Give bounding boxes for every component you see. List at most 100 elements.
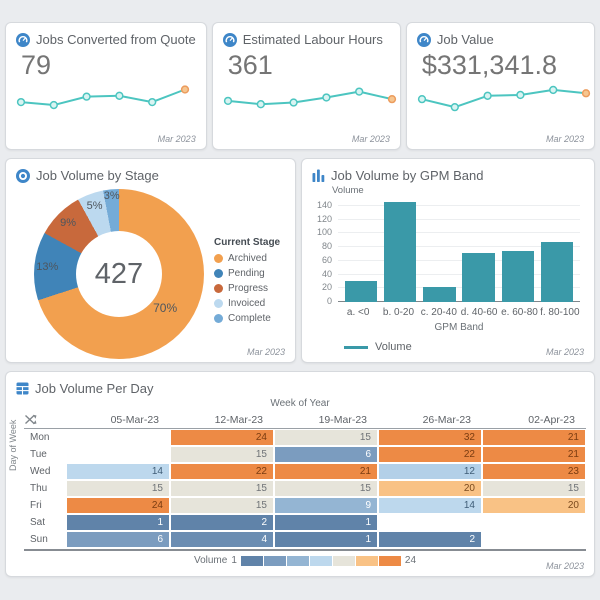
heatmap-column-header: 12-Mar-23 — [214, 413, 263, 426]
sparkline-point[interactable] — [548, 85, 558, 95]
heatmap-y-axis-label: Day of Week — [8, 419, 18, 471]
kpi-card-labour-hours: Estimated Labour Hours 361 Mar 2023 — [211, 22, 401, 150]
donut-slice-label: 13% — [36, 261, 59, 274]
bar-gridline — [338, 232, 580, 234]
bar-category-label: b. 0-20 — [382, 307, 415, 318]
heatmap-cell[interactable]: 6 — [67, 532, 169, 547]
stage-legend-label: Invoiced — [228, 298, 266, 309]
heatmap-cell[interactable]: 1 — [67, 515, 169, 530]
heatmap-cell[interactable] — [483, 515, 585, 530]
sparkline-point[interactable] — [16, 97, 26, 107]
kpi-row: Jobs Converted from Quote 79 Mar 2023 Es… — [5, 22, 596, 150]
bar-chart-card: Job Volume by GPM Band Volume 0 20 40 60 80 1… — [301, 158, 595, 363]
stage-legend-item[interactable]: Invoiced — [214, 298, 280, 309]
sparkline-point[interactable] — [354, 87, 364, 96]
sparkline-point[interactable] — [417, 95, 427, 104]
heatmap-cell[interactable]: 22 — [379, 447, 481, 462]
heatmap-cell[interactable]: 12 — [379, 464, 481, 479]
donut-slice-label: 70% — [153, 300, 178, 315]
heatmap-cell[interactable]: 14 — [379, 498, 481, 513]
bar-chart-icon — [312, 169, 325, 182]
sparkline-point[interactable] — [256, 100, 265, 109]
sparkline-point[interactable] — [148, 97, 157, 107]
sparkline-point[interactable] — [321, 93, 331, 102]
donut-slice-label: 9% — [60, 217, 77, 230]
sparkline-point[interactable] — [516, 90, 525, 100]
sparkline-point[interactable] — [450, 102, 459, 112]
card-footer-date: Mar 2023 — [246, 347, 285, 357]
stage-legend-swatch — [214, 284, 223, 293]
heatmap-cell[interactable]: 24 — [171, 430, 273, 445]
sparkline-chart[interactable] — [220, 75, 400, 127]
bar[interactable] — [423, 286, 456, 302]
heatmap-ramp-swatch — [263, 555, 286, 566]
bar[interactable] — [383, 201, 417, 302]
stage-legend-item[interactable]: Archived — [214, 253, 280, 264]
sparkline-point[interactable] — [82, 92, 91, 101]
heatmap-legend-min: 1 — [231, 555, 237, 566]
stage-legend-label: Pending — [228, 268, 265, 279]
bar-legend[interactable]: Volume — [344, 341, 412, 353]
sparkline-point[interactable] — [483, 91, 492, 100]
heatmap-cell[interactable]: 4 — [171, 532, 273, 547]
heatmap-cell[interactable]: 6 — [275, 447, 377, 462]
bar-category-label: d. 40-60 — [460, 307, 498, 318]
heatmap-cell[interactable]: 1 — [275, 515, 377, 530]
bar-plot[interactable]: 0 20 40 60 80 100 120 140 — [317, 199, 580, 306]
bar[interactable] — [540, 241, 574, 302]
bar-gridline — [338, 218, 580, 220]
heatmap-cell[interactable]: 1 — [275, 532, 377, 547]
heatmap-card: Job Volume Per Day Week of Year Day of W… — [5, 371, 595, 577]
heatmap-cell[interactable]: 9 — [275, 498, 377, 513]
heatmap-cell[interactable]: 15 — [171, 481, 273, 496]
heatmap-cell[interactable]: 2 — [171, 515, 273, 530]
heatmap-cell[interactable]: 23 — [483, 464, 585, 479]
heatmap-cell[interactable]: 15 — [275, 430, 377, 445]
heatmap-cell[interactable]: 21 — [483, 447, 585, 462]
bar[interactable] — [344, 281, 378, 302]
heatmap-cell[interactable]: 2 — [379, 532, 481, 547]
stage-legend-item[interactable]: Complete — [214, 313, 280, 324]
sparkline-point[interactable] — [115, 91, 124, 100]
heatmap-cell[interactable]: 22 — [171, 464, 273, 479]
sparkline-last-point[interactable] — [581, 89, 591, 98]
heatmap-cell[interactable] — [483, 532, 585, 547]
sparkline-point[interactable] — [289, 98, 298, 107]
heatmap-cell[interactable]: 15 — [171, 447, 273, 462]
heatmap-cell[interactable]: 14 — [67, 464, 169, 479]
sparkline-point[interactable] — [49, 100, 58, 110]
heatmap-cell[interactable]: 21 — [483, 430, 585, 445]
kpi-title: Job Value — [436, 32, 494, 47]
bar[interactable] — [462, 252, 495, 302]
heatmap-column-header: 19-Mar-23 — [318, 413, 367, 426]
donut-chart[interactable]: 427 70% 13% 9% 5% 3% — [34, 189, 204, 359]
sparkline-chart[interactable] — [13, 75, 193, 127]
heatmap-cell[interactable] — [67, 430, 169, 445]
heatmap-legend-max: 24 — [404, 555, 417, 566]
middle-row: Job Volume by Stage 427 70% 13% 9% 5% 3% Cur… — [5, 158, 595, 363]
kpi-title: Estimated Labour Hours — [242, 32, 383, 47]
heatmap-cell[interactable]: 15 — [275, 481, 377, 496]
bar-category-label: c. 20-40 — [420, 307, 457, 318]
heatmap-cell[interactable]: 20 — [483, 498, 585, 513]
heatmap-cell[interactable]: 15 — [483, 481, 585, 496]
heatmap-cell[interactable] — [67, 447, 169, 462]
sparkline-last-point[interactable] — [387, 95, 396, 104]
sparkline-last-point[interactable] — [180, 85, 190, 94]
bar-gridline — [338, 287, 580, 289]
heatmap-cell[interactable] — [379, 515, 481, 530]
heatmap-cell[interactable]: 20 — [379, 481, 481, 496]
bar[interactable] — [501, 250, 535, 302]
stage-legend-item[interactable]: Progress — [214, 283, 280, 294]
heatmap-cell[interactable]: 15 — [67, 481, 169, 496]
bar-title: Job Volume by GPM Band — [331, 168, 484, 183]
heatmap-cell[interactable]: 15 — [171, 498, 273, 513]
stage-legend-item[interactable]: Pending — [214, 268, 280, 279]
sparkline-point[interactable] — [223, 96, 232, 105]
stage-legend-label: Complete — [228, 313, 271, 324]
bar-y-tick-label: 40 — [321, 268, 332, 279]
sparkline-chart[interactable] — [414, 75, 594, 127]
heatmap-cell[interactable]: 21 — [275, 464, 377, 479]
heatmap-cell[interactable]: 32 — [379, 430, 481, 445]
heatmap-cell[interactable]: 24 — [67, 498, 169, 513]
